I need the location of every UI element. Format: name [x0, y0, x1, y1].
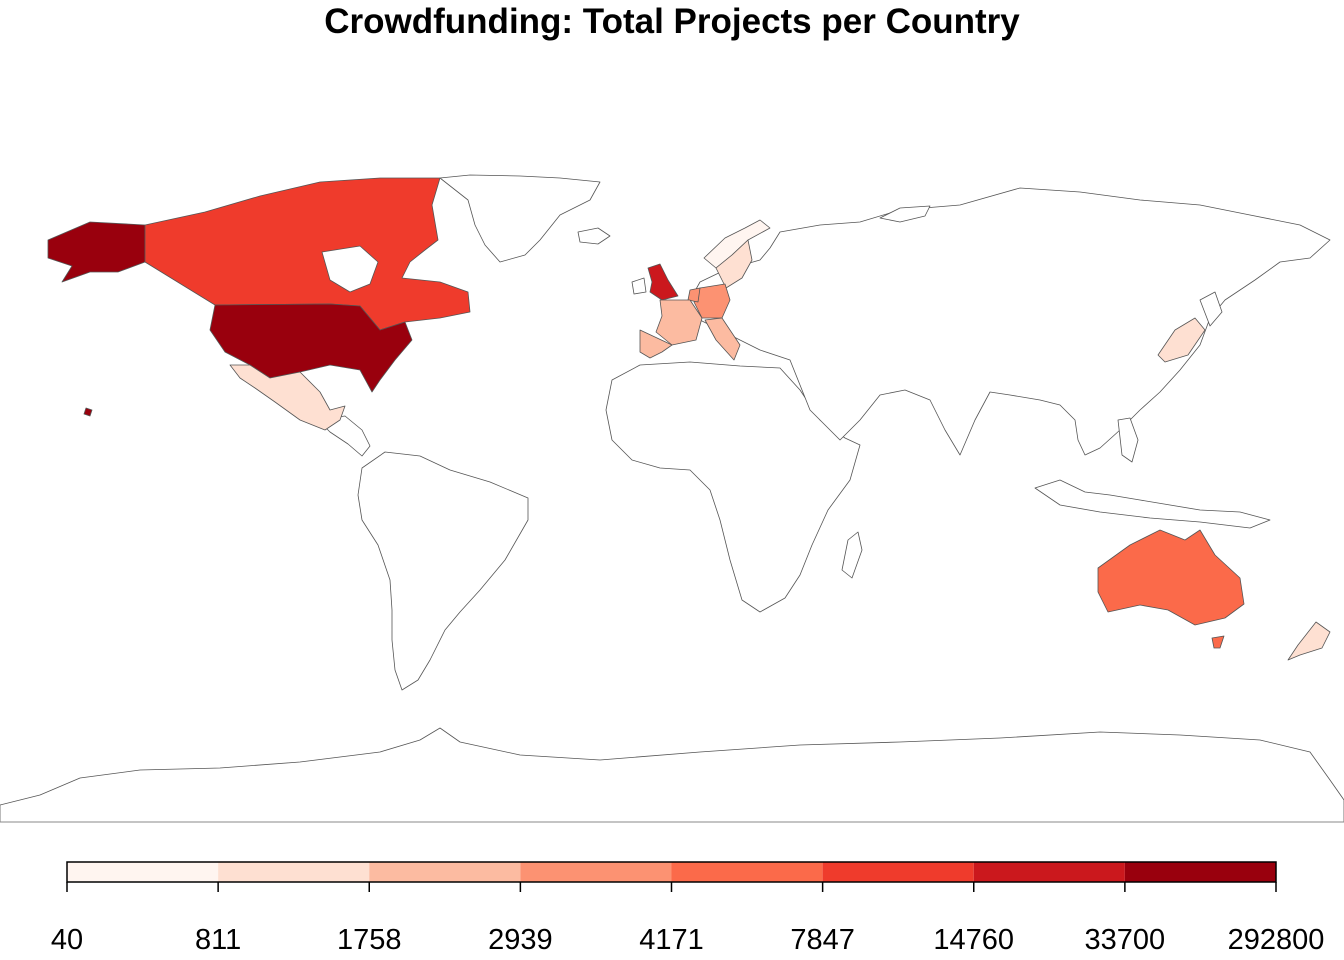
legend-tick-label-0: 40 — [50, 924, 84, 956]
legend-tick-label-4: 4171 — [639, 924, 704, 956]
map-title: Crowdfunding: Total Projects per Country — [324, 2, 1020, 41]
country-mexico[interactable] — [229, 364, 346, 431]
country-italy[interactable] — [704, 317, 741, 361]
legend-swatch-0 — [67, 862, 219, 882]
region-arctic-islands — [879, 205, 931, 223]
country-philippines — [1117, 417, 1139, 463]
country-greenland — [439, 174, 601, 263]
legend-tick-label-2: 1758 — [336, 924, 402, 956]
country-australia[interactable] — [1097, 529, 1245, 626]
legend-tick-label-1: 811 — [195, 924, 242, 956]
country-hudson-bay — [321, 245, 379, 293]
country-russia-far-east-arc — [1199, 291, 1223, 327]
country-tasmania[interactable] — [1211, 635, 1225, 649]
country-japan[interactable] — [1157, 317, 1206, 363]
legend-tick-label-6: 14760 — [933, 924, 1015, 956]
legend-swatch-6 — [973, 862, 1125, 882]
country-hawaii[interactable] — [83, 407, 93, 417]
world-map — [0, 174, 1344, 823]
legend-swatch-2 — [369, 862, 521, 882]
legend-swatch-7 — [1124, 862, 1276, 882]
legend-tick-label-8: 292800 — [1227, 924, 1325, 956]
region-eurasia — [689, 187, 1331, 456]
country-usa[interactable] — [209, 303, 413, 393]
country-netherlands[interactable] — [687, 287, 701, 303]
country-spain[interactable] — [639, 329, 673, 359]
region-south-america — [357, 451, 529, 691]
legend-swatch-3 — [520, 862, 672, 882]
legend-tick-label-3: 2939 — [488, 924, 553, 956]
region-indonesia — [1034, 479, 1271, 529]
country-madagascar — [841, 531, 863, 579]
country-france[interactable] — [655, 299, 703, 346]
country-iceland — [577, 227, 611, 245]
region-africa — [605, 361, 861, 613]
legend-tick-label-5: 7847 — [790, 924, 855, 956]
country-alaska[interactable] — [47, 221, 146, 283]
legend-tick-label-7: 33700 — [1084, 924, 1166, 956]
legend-swatch-5 — [822, 862, 974, 882]
legend-swatch-4 — [671, 862, 823, 882]
country-uk[interactable] — [647, 263, 679, 301]
color-legend — [66, 861, 1277, 892]
legend-swatch-1 — [218, 862, 370, 882]
country-new-zealand[interactable] — [1287, 621, 1331, 661]
country-ireland — [631, 277, 647, 295]
region-antarctica — [0, 727, 1344, 823]
